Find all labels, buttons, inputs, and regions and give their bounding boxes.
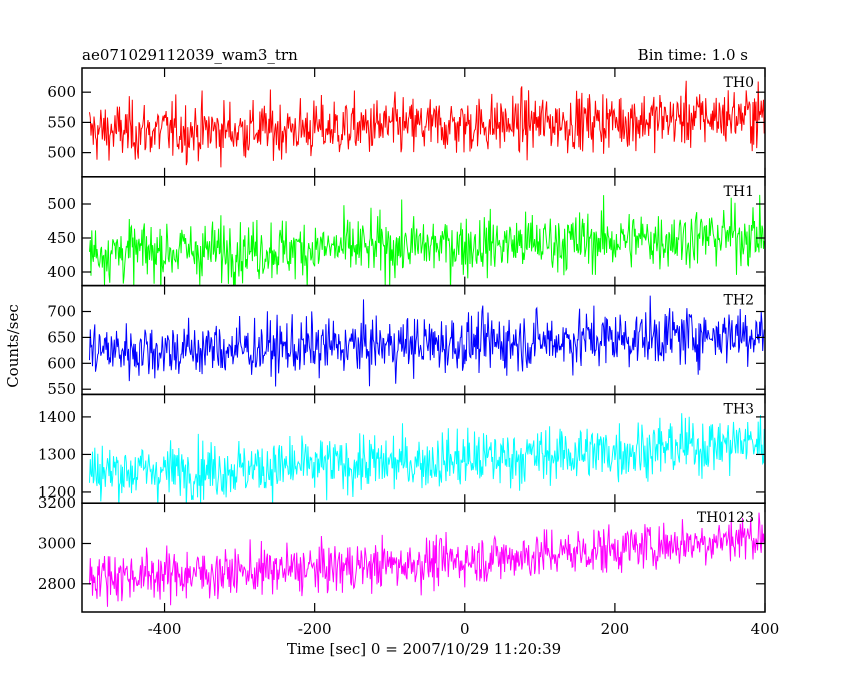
x-tick-label: 0: [460, 620, 470, 638]
y-tick-label: 700: [47, 303, 76, 321]
x-tick-label: -400: [148, 620, 182, 638]
panel-th0: 500 550 600 TH0: [47, 67, 766, 178]
y-tick-label: 500: [47, 195, 76, 213]
series-line-th1: [89, 194, 765, 286]
series-line-th2: [89, 295, 765, 387]
y-tick-label: 400: [47, 263, 76, 281]
y-axis-label: Counts/sec: [4, 304, 22, 388]
series-label-th0: TH0: [724, 75, 754, 91]
series-label-th2: TH2: [724, 293, 754, 309]
series-label-th3: TH3: [724, 401, 754, 417]
panel-th2: 550 600 650 700 TH2: [47, 284, 766, 398]
y-tick-label: 450: [47, 229, 76, 247]
series-label-th0123: TH0123: [697, 510, 754, 526]
y-tick-label: 500: [47, 144, 76, 162]
x-tick-label: 200: [601, 620, 630, 638]
y-tick-label: 2800: [38, 575, 76, 593]
y-tick-label: 1400: [38, 408, 76, 426]
y-tick-label: 550: [47, 380, 76, 398]
y-tick-label: 600: [47, 354, 76, 372]
series-line-th0123: [89, 512, 765, 607]
x-tick-label: -200: [298, 620, 332, 638]
x-tick-labels: -400 -200 0 200 400: [148, 620, 780, 638]
panel-th3: 1200 1300 1400 TH3: [38, 393, 766, 504]
panel-group: 500 550 600 TH0 400 450 500 TH1 550 600 650 700 TH2 1…: [38, 67, 766, 613]
x-axis-label: Time [sec] 0 = 2007/10/29 11:20:39: [287, 640, 561, 658]
panel-th1: 400 450 500 TH1: [47, 176, 766, 287]
y-tick-label: 3200: [38, 494, 76, 512]
y-tick-label: 600: [47, 83, 76, 101]
panel-th0123: 2800 3000 3200 TH0123: [38, 494, 766, 613]
chart-title-right: Bin time: 1.0 s: [638, 46, 748, 64]
series-line-th3: [89, 413, 765, 504]
panel-frame: [81, 502, 766, 613]
y-tick-label: 1200: [38, 483, 76, 501]
y-tick-label: 1300: [38, 445, 76, 463]
series-label-th1: TH1: [724, 184, 754, 200]
y-tick-label: 550: [47, 113, 76, 131]
y-tick-label: 650: [47, 328, 76, 346]
series-line-th0: [89, 80, 765, 168]
x-tick-label: 400: [751, 620, 780, 638]
y-tick-label: 3000: [38, 534, 76, 552]
chart-title-left: ae071029112039_wam3_trn: [82, 46, 298, 64]
